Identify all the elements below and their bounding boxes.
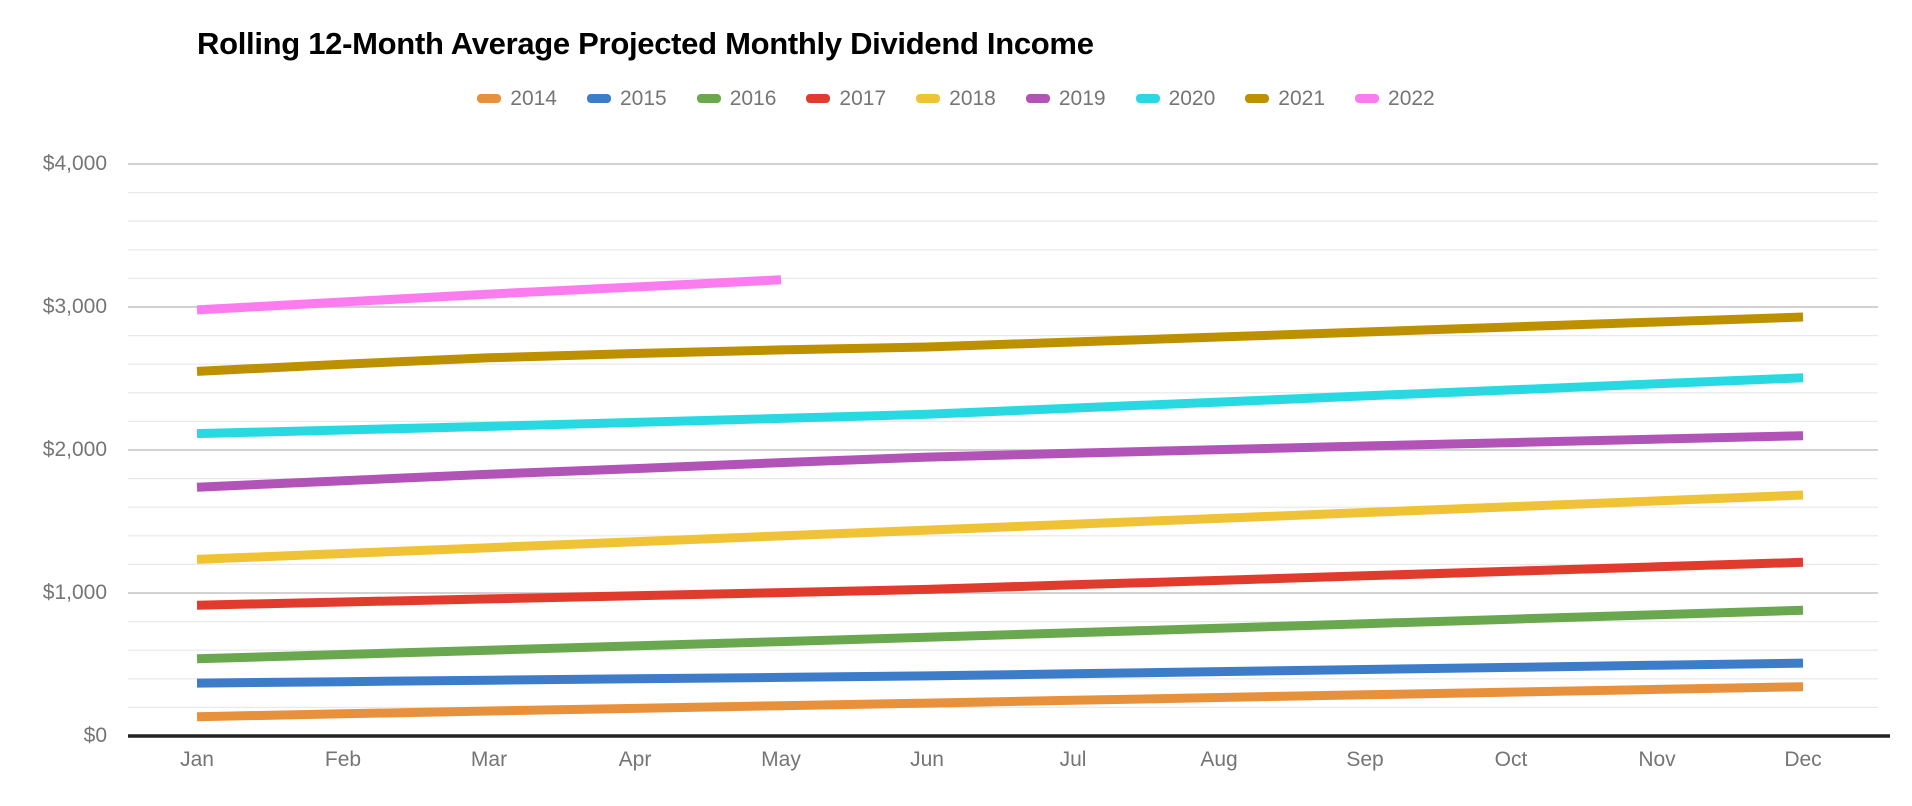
legend-label-2015: 2015: [619, 87, 667, 110]
legend-label-2016: 2016: [729, 87, 777, 110]
x-tick-label-mar: Mar: [470, 748, 508, 771]
legend-swatch-2019: [1025, 94, 1050, 103]
legend-swatch-2020: [1135, 94, 1160, 103]
legend-label-2020: 2020: [1168, 87, 1216, 110]
legend-label-2014: 2014: [510, 87, 557, 110]
legend-label-2021: 2021: [1278, 87, 1326, 110]
legend-item-2022: 2022: [1355, 88, 1435, 109]
legend-item-2017: 2017: [806, 88, 886, 109]
series-line-2014: [196, 682, 1804, 722]
series-line-2017: [196, 557, 1804, 610]
legend-swatch-2016: [696, 94, 721, 103]
x-tick-label-dec: Dec: [1784, 748, 1822, 771]
series-line-2018: [196, 490, 1804, 564]
legend-swatch-2022: [1355, 94, 1380, 103]
x-tick-label-aug: Aug: [1200, 748, 1238, 771]
legend-swatch-2018: [916, 94, 941, 103]
x-tick-label-nov: Nov: [1638, 748, 1676, 771]
legend-swatch-2017: [806, 94, 831, 103]
legend-item-2016: 2016: [696, 87, 777, 110]
series-line-2021: [196, 312, 1804, 376]
y-tick-label: $0: [83, 724, 107, 747]
x-tick-label-apr: Apr: [618, 748, 652, 771]
chart-legend: 2014 2015 2016 2017 2018 2019 2020 2021 2022: [0, 88, 1912, 109]
x-tick-label-sep: Sep: [1346, 748, 1384, 771]
legend-item-2020: 2020: [1135, 87, 1216, 110]
x-tick-label-may: May: [761, 748, 801, 771]
x-tick-label-jan: Jan: [180, 748, 214, 771]
y-tick-label: $4,000: [42, 152, 107, 175]
series-line-2019: [196, 431, 1804, 492]
x-tick-label-jul: Jul: [1059, 748, 1087, 771]
legend-item-2019: 2019: [1025, 87, 1106, 110]
legend-label-2022: 2022: [1388, 87, 1435, 110]
legend-item-2014: 2014: [477, 88, 557, 109]
chart-title: Rolling 12-Month Average Projected Month…: [197, 26, 1094, 61]
legend-swatch-2015: [586, 94, 611, 103]
x-tick-label-feb: Feb: [324, 748, 362, 771]
legend-item-2018: 2018: [916, 88, 996, 109]
y-tick-label: $1,000: [42, 581, 107, 604]
series-line-2020: [196, 373, 1804, 439]
legend-label-2019: 2019: [1058, 87, 1106, 110]
legend-swatch-2021: [1245, 94, 1270, 103]
x-tick-label-oct: Oct: [1494, 748, 1528, 771]
x-tick-label-jun: Jun: [910, 748, 944, 771]
legend-swatch-2014: [477, 94, 502, 103]
y-tick-label: $3,000: [42, 295, 107, 318]
series-line-2016: [196, 605, 1804, 664]
legend-item-2021: 2021: [1245, 88, 1325, 109]
series-line-2022: [196, 275, 782, 315]
legend-label-2018: 2018: [949, 87, 996, 110]
legend-label-2017: 2017: [839, 87, 887, 110]
legend-item-2015: 2015: [586, 87, 667, 110]
y-tick-label: $2,000: [42, 438, 107, 461]
series-line-2015: [196, 658, 1804, 688]
